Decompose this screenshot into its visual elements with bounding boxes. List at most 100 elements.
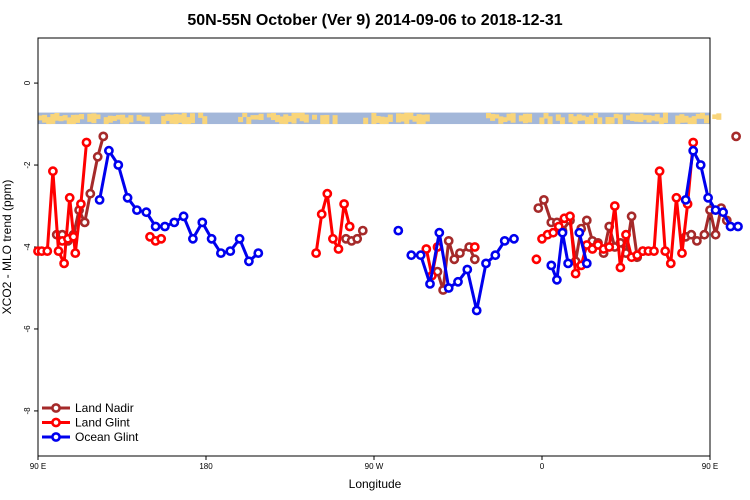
land-patch — [74, 114, 80, 123]
data-point — [406, 250, 417, 261]
series-line — [549, 231, 570, 282]
land-patch — [605, 117, 611, 125]
land-patch — [576, 114, 582, 121]
land-patch — [642, 115, 648, 120]
data-point — [425, 278, 435, 289]
data-point — [253, 248, 264, 258]
data-point — [339, 199, 349, 209]
data-point — [122, 192, 133, 203]
land-patch — [287, 115, 293, 122]
data-point — [197, 217, 208, 228]
land-patch — [506, 113, 512, 121]
legend-marker — [51, 403, 61, 413]
land-patch — [400, 113, 406, 122]
land-patch — [704, 115, 710, 124]
land-patch — [291, 112, 297, 124]
data-point — [81, 137, 92, 148]
land-patch — [79, 114, 85, 120]
land-patch — [173, 113, 179, 125]
data-point — [415, 250, 426, 261]
land-patch — [116, 114, 122, 120]
x-tick-label: 90 E — [702, 462, 718, 471]
land-patch — [238, 116, 244, 123]
land-patch — [502, 117, 508, 123]
land-patch — [412, 115, 418, 122]
land-patch — [584, 116, 590, 125]
land-patch — [510, 113, 516, 123]
data-point — [660, 246, 671, 256]
data-point — [471, 305, 482, 316]
land-patch — [712, 114, 718, 120]
data-point — [581, 258, 592, 269]
land-patch — [559, 117, 565, 125]
land-patch — [258, 113, 264, 120]
data-point — [531, 254, 542, 265]
data-point — [552, 274, 562, 285]
land-patch — [181, 113, 187, 125]
data-point — [59, 258, 69, 269]
land-patch — [650, 115, 656, 121]
land-patch — [242, 113, 248, 118]
land-patch — [270, 113, 276, 121]
data-point — [462, 264, 473, 275]
data-point — [609, 201, 620, 211]
data-point — [92, 151, 103, 162]
data-point — [421, 244, 432, 254]
data-point — [626, 211, 637, 222]
data-point — [316, 209, 327, 220]
data-point — [731, 131, 741, 142]
data-point — [169, 217, 180, 228]
land-patch — [295, 112, 301, 119]
x-axis-label: Longitude — [349, 477, 402, 491]
land-patch — [555, 114, 561, 121]
series-line — [577, 232, 589, 264]
data-point — [449, 254, 460, 265]
data-point — [206, 233, 217, 244]
data-point — [490, 250, 501, 261]
x-tick-label: 180 — [199, 462, 213, 471]
land-patch — [424, 114, 430, 122]
land-patch — [490, 113, 496, 121]
data-point — [615, 262, 626, 273]
data-point — [725, 221, 736, 232]
land-patch — [572, 116, 578, 125]
land-patch — [70, 114, 76, 125]
land-patch — [687, 117, 693, 125]
land-patch — [103, 117, 109, 125]
land-patch — [609, 117, 615, 124]
data-point — [141, 207, 152, 218]
land-patch — [275, 115, 281, 123]
land-sea-band — [38, 112, 722, 125]
land-patch — [716, 113, 722, 120]
data-point — [53, 246, 64, 256]
data-point — [481, 258, 491, 269]
land-patch — [658, 117, 664, 125]
land-patch — [299, 112, 305, 122]
y-tick-label: -8 — [23, 407, 32, 415]
data-point — [225, 246, 236, 256]
land-patch — [87, 113, 93, 122]
land-patch — [185, 117, 191, 125]
data-point — [671, 192, 682, 203]
data-point — [357, 225, 368, 236]
land-patch — [254, 115, 260, 120]
data-point — [570, 268, 581, 279]
land-patch — [303, 114, 309, 123]
data-point — [665, 258, 676, 269]
y-tick-label: -2 — [23, 161, 32, 169]
land-patch — [522, 113, 528, 124]
land-patch — [695, 113, 701, 119]
data-point — [539, 194, 549, 205]
y-axis: 0 -2 -4 -6 -8 — [23, 80, 38, 414]
land-patch — [202, 116, 208, 125]
land-patch — [634, 113, 640, 122]
land-patch — [539, 117, 545, 125]
land-patch — [107, 115, 113, 123]
legend-marker — [51, 417, 61, 428]
land-patch — [46, 117, 52, 125]
land-patch — [62, 115, 68, 121]
series-line — [56, 136, 105, 243]
data-point — [453, 276, 463, 287]
data-point — [85, 188, 96, 199]
land-patch — [324, 114, 330, 125]
